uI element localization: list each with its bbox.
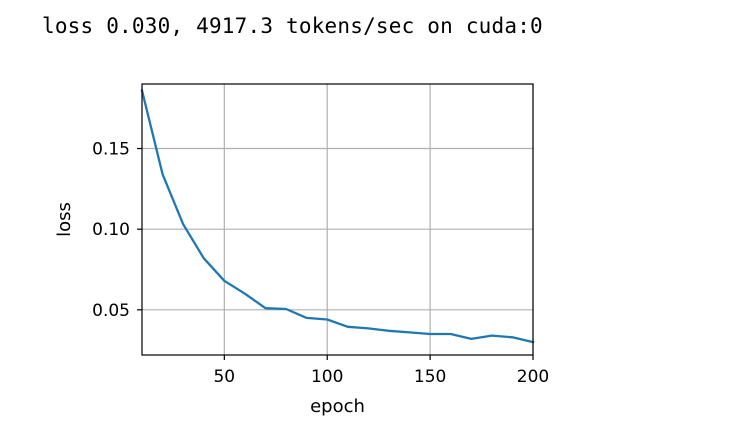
plot-frame <box>141 83 534 356</box>
x-tick-label: 100 <box>311 367 343 387</box>
axis-ticks: 50 100 150 200 0.05 0.10 0.15 <box>92 140 549 387</box>
series-layer <box>140 89 535 344</box>
y-axis-label: loss <box>54 202 75 237</box>
y-tick-label: 0.05 <box>92 301 130 321</box>
y-tick-label: 0.10 <box>92 220 130 240</box>
grid-lines <box>142 84 534 355</box>
x-tick-label: 200 <box>517 367 549 387</box>
x-tick-label: 50 <box>213 367 235 387</box>
training-output-text: loss 0.030, 4917.3 tokens/sec on cuda:0 <box>42 14 543 38</box>
y-tick-label: 0.15 <box>92 140 130 160</box>
x-tick-label: 150 <box>414 367 446 387</box>
x-axis-label: epoch <box>310 396 365 417</box>
loss-series-line <box>140 89 535 344</box>
